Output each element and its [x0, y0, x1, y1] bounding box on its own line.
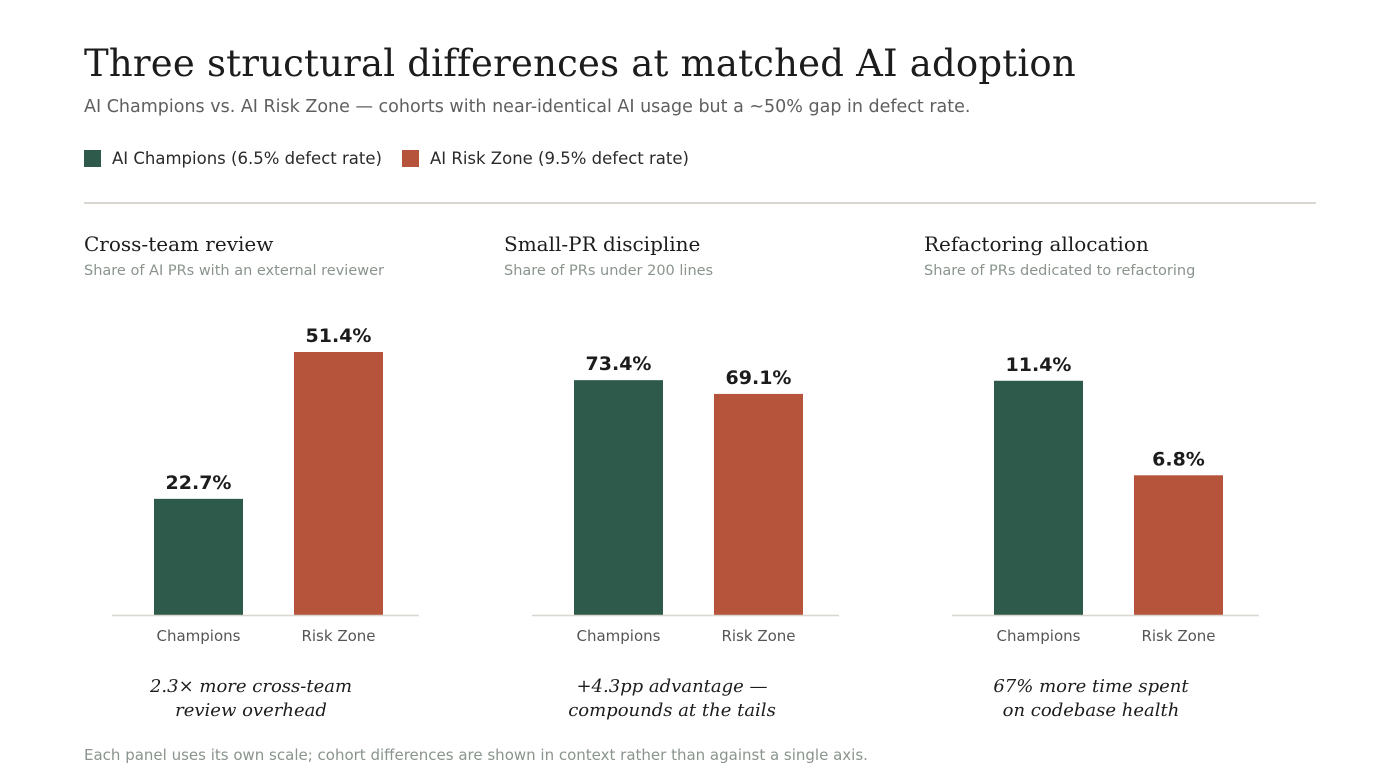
bar-champions — [574, 380, 663, 615]
annotation-line-1: +4.3pp advantage — — [576, 676, 768, 697]
bar-chart-refactoring-allocation: 11.4% Champions 6.8% Risk Zone — [952, 354, 1259, 645]
panel-title: Small-PR discipline — [504, 232, 701, 256]
bar-risk-zone — [294, 352, 383, 615]
legend-item-risk-zone: AI Risk Zone (9.5% defect rate) — [401, 149, 689, 168]
header-divider — [84, 202, 1316, 204]
bar-risk-zone — [1134, 475, 1223, 615]
value-label-risk-zone: 6.8% — [1152, 448, 1205, 470]
annotation-line-1: 67% more time spent — [993, 676, 1189, 697]
panel-title: Refactoring allocation — [924, 232, 1149, 256]
category-label-champions: Champions — [157, 627, 241, 645]
category-label-risk-zone: Risk Zone — [1141, 627, 1215, 645]
bar-champions — [994, 380, 1083, 615]
annotation-line-2: review overhead — [175, 700, 327, 721]
category-label-champions: Champions — [577, 627, 661, 645]
legend: AI Champions (6.5% defect rate) AI Risk … — [84, 149, 709, 168]
category-label-risk-zone: Risk Zone — [721, 627, 795, 645]
category-label-champions: Champions — [997, 627, 1081, 645]
bar-chart-small-pr-discipline: 73.4% Champions 69.1% Risk Zone — [532, 353, 839, 645]
value-label-risk-zone: 51.4% — [306, 325, 372, 347]
annotation-line-1: 2.3× more cross-team — [149, 676, 353, 697]
panel-annotation: 2.3× more cross-team review overhead — [81, 675, 421, 723]
value-label-champions: 11.4% — [1006, 354, 1072, 376]
panel-annotation: +4.3pp advantage — compounds at the tail… — [502, 675, 842, 723]
panel-title: Cross-team review — [84, 232, 274, 256]
footnote: Each panel uses its own scale; cohort di… — [84, 746, 868, 764]
category-label-risk-zone: Risk Zone — [301, 627, 375, 645]
legend-swatch-champions — [84, 150, 101, 167]
panel-subtitle: Share of PRs under 200 lines — [504, 263, 714, 279]
value-label-champions: 22.7% — [166, 472, 232, 494]
annotation-line-2: on codebase health — [1002, 700, 1180, 721]
legend-label-champions: AI Champions (6.5% defect rate) — [112, 149, 382, 168]
panel-annotation: 67% more time spent on codebase health — [921, 675, 1261, 723]
legend-label-risk-zone: AI Risk Zone (9.5% defect rate) — [429, 149, 689, 168]
annotation-line-2: compounds at the tails — [568, 700, 776, 721]
value-label-champions: 73.4% — [586, 353, 652, 375]
page-subtitle: AI Champions vs. AI Risk Zone — cohorts … — [84, 97, 971, 117]
bar-chart-cross-team-review: 22.7% Champions 51.4% Risk Zone — [112, 325, 419, 645]
panel-refactoring-allocation: Refactoring allocation Share of PRs dedi… — [924, 230, 1304, 730]
value-label-risk-zone: 69.1% — [726, 367, 792, 389]
panel-subtitle: Share of PRs dedicated to refactoring — [924, 263, 1196, 279]
bar-champions — [154, 498, 243, 615]
page-title: Three structural differences at matched … — [84, 42, 1076, 85]
panel-cross-team-review: Cross-team review Share of AI PRs with a… — [84, 230, 464, 730]
bar-risk-zone — [714, 393, 803, 615]
legend-item-champions: AI Champions (6.5% defect rate) — [84, 149, 382, 168]
panel-small-pr-discipline: Small-PR discipline Share of PRs under 2… — [504, 230, 884, 730]
panel-subtitle: Share of AI PRs with an external reviewe… — [84, 263, 384, 279]
legend-swatch-risk-zone — [401, 150, 419, 167]
